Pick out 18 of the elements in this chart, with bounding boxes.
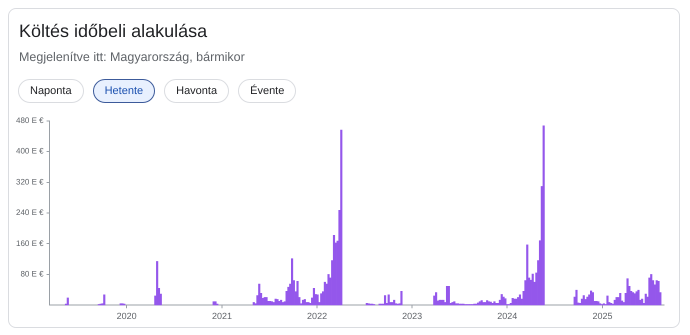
x-tick-label: 2022 bbox=[307, 311, 328, 322]
y-tick-label: 320 E € bbox=[16, 177, 44, 186]
y-tick-label: 80 E € bbox=[20, 270, 44, 279]
text: Naponta bbox=[18, 79, 84, 103]
chart-title: Költés időbeli alakulása bbox=[19, 21, 208, 42]
y-tick-label: 240 E € bbox=[16, 208, 44, 218]
x-tick-label: 2025 bbox=[592, 311, 613, 322]
x-tick-label: 2024 bbox=[497, 311, 518, 322]
y-tick-label: 400 E € bbox=[16, 146, 44, 156]
text: Évente bbox=[238, 79, 296, 103]
y-tick-label: 160 E € bbox=[16, 238, 44, 248]
text: Havonta bbox=[164, 79, 230, 103]
x-tick-label: 2023 bbox=[402, 311, 422, 322]
text: Hetente bbox=[92, 79, 156, 103]
x-tick-label: 2020 bbox=[116, 311, 137, 322]
y-tick-label: 480 E € bbox=[16, 116, 44, 126]
chart-subtitle: Megjelenítve itt: Magyarország, bármikor bbox=[19, 50, 245, 64]
x-tick-label: 2021 bbox=[212, 311, 232, 322]
